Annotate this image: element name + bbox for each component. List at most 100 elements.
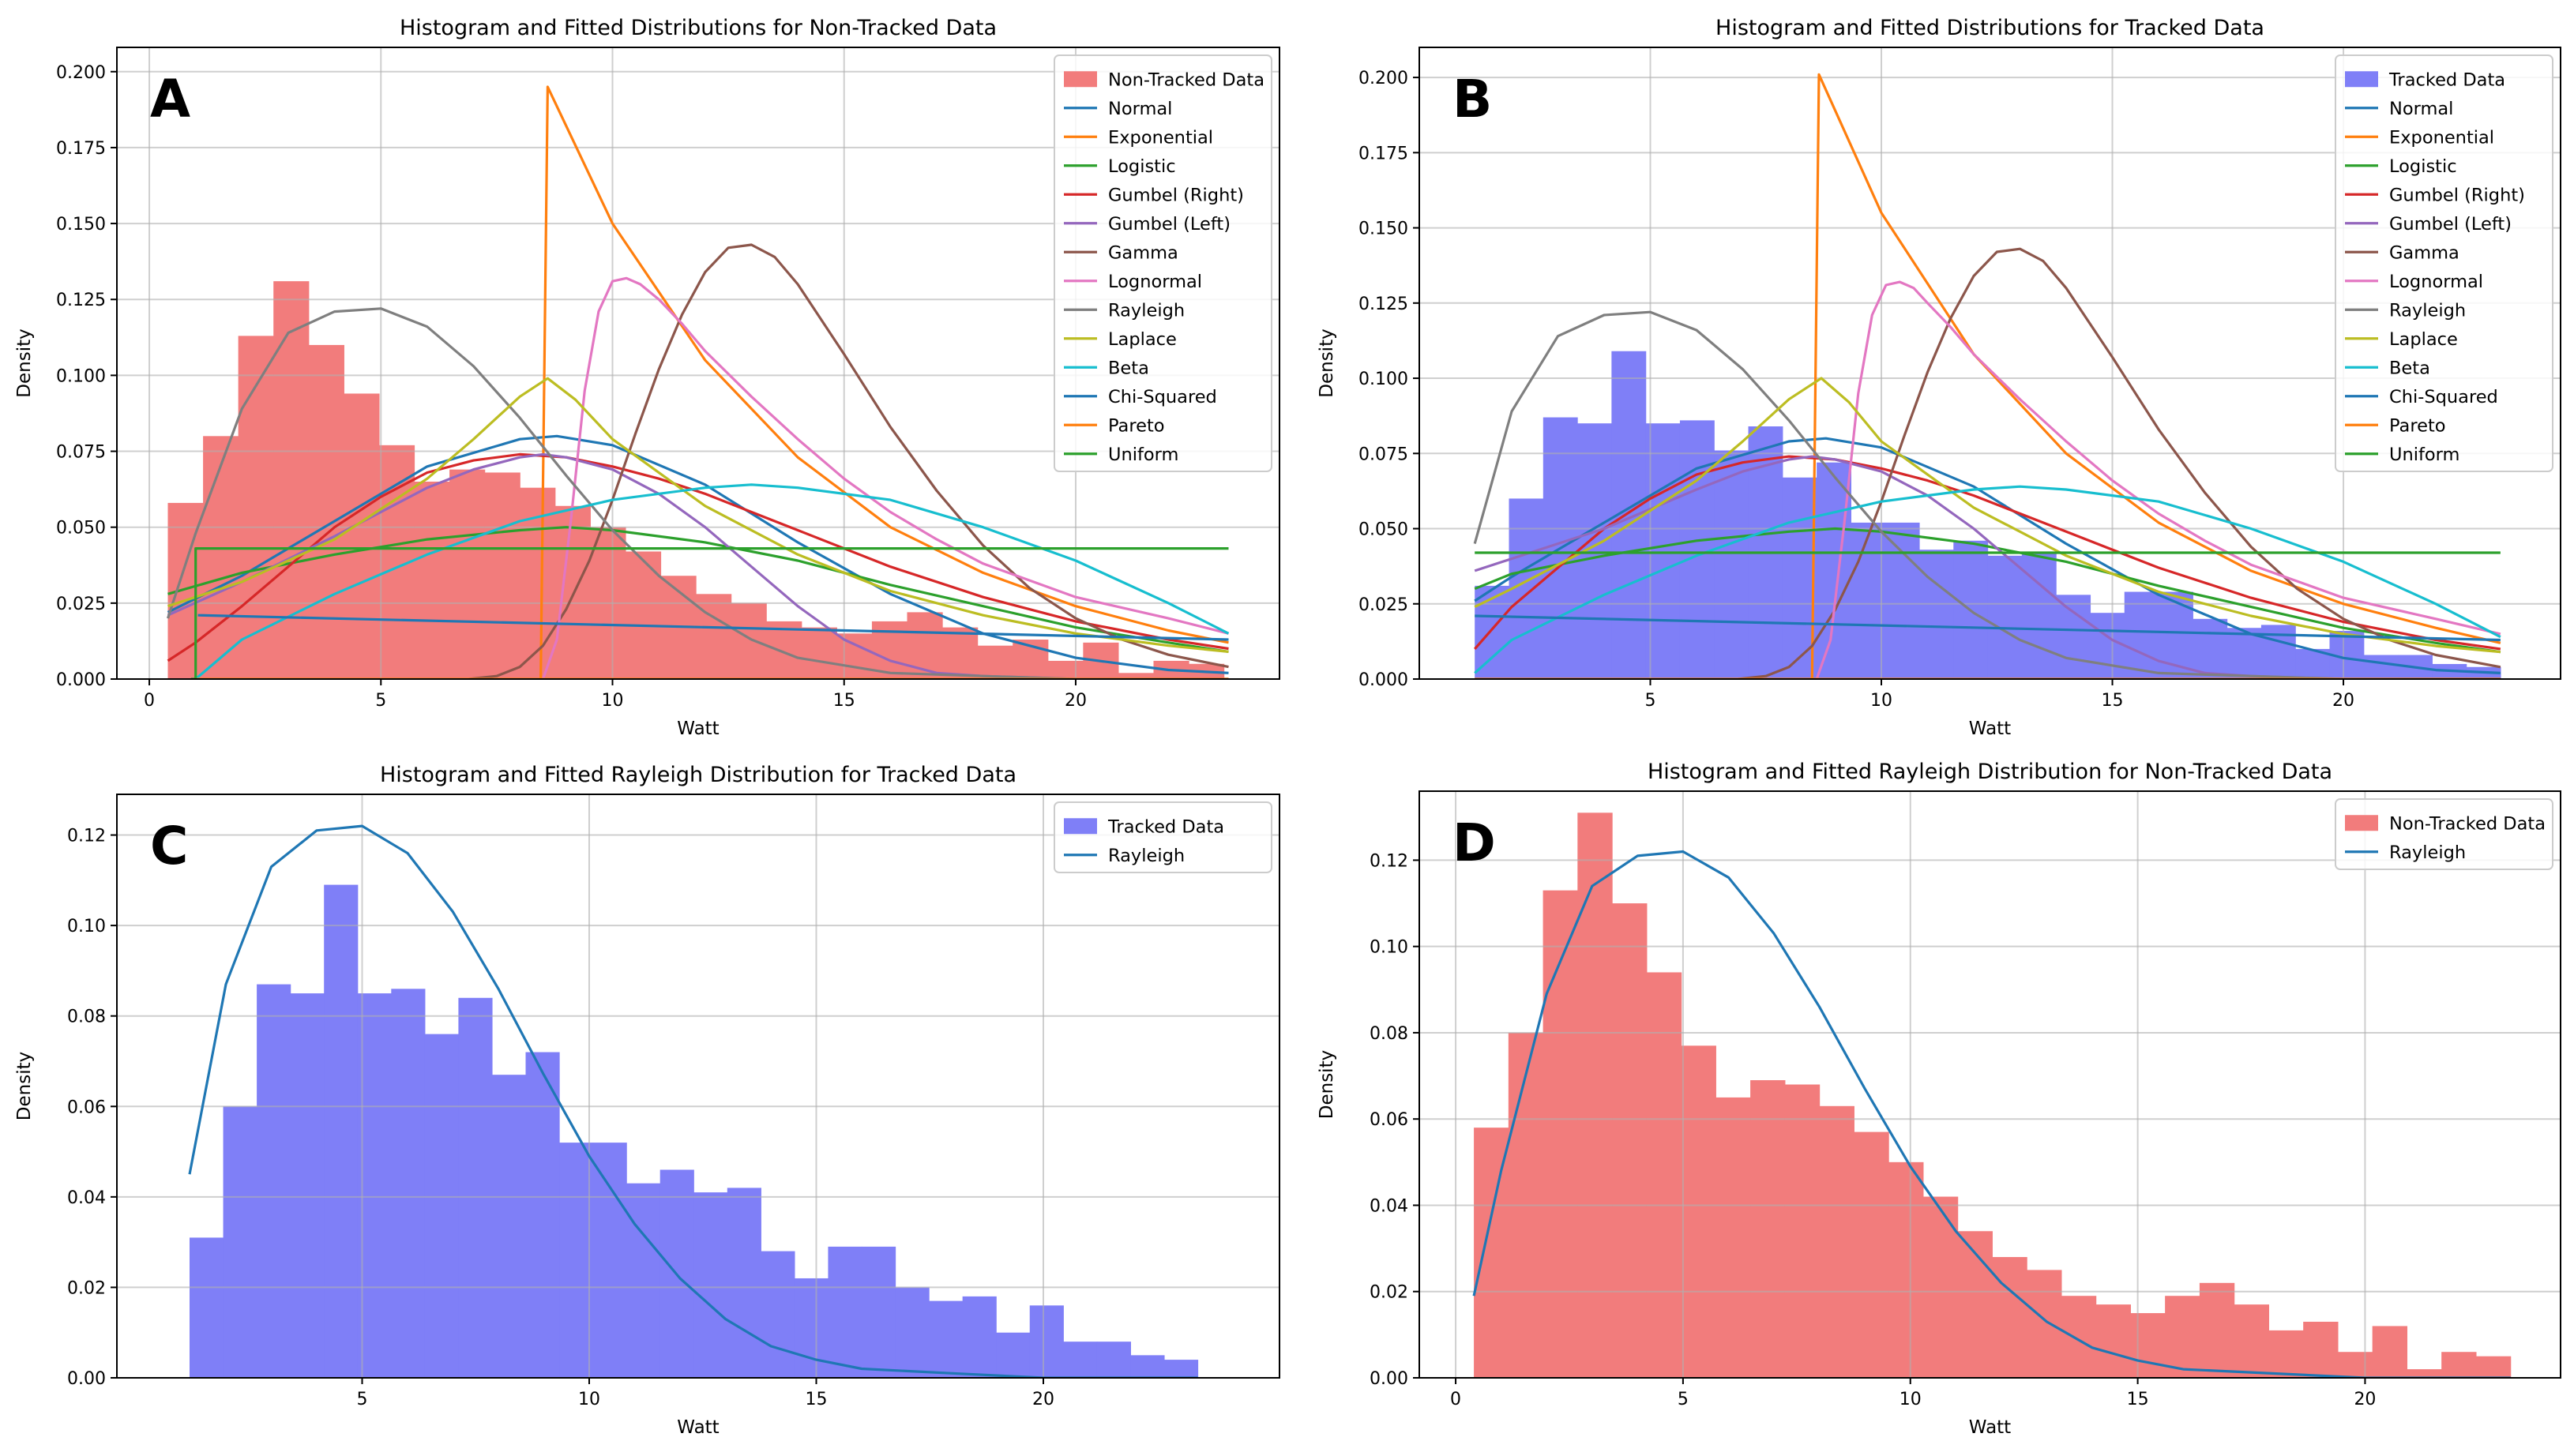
histogram-bar [996, 1332, 1031, 1378]
legend-entry-label: Gamma [2389, 242, 2459, 263]
x-tick-label: 5 [1645, 691, 1656, 711]
legend-entry-label: Non-Tracked Data [2389, 813, 2546, 834]
histogram-bar [2130, 1313, 2166, 1378]
legend-swatch [2345, 71, 2378, 88]
chart-panel-b: 5 10 15 20 0.000 0.025 0.050 0.075 0.100 0.125 0.1… [1317, 16, 2561, 739]
histogram-bar [862, 1246, 896, 1378]
legend-entry-label: Exponential [2389, 127, 2494, 148]
x-tick-label: 20 [1032, 1390, 1054, 1409]
histogram-bar [190, 1237, 224, 1378]
curve-beta [194, 483, 1230, 679]
legend-entry-label: Rayleigh [2389, 300, 2466, 321]
histogram-bar [801, 627, 837, 679]
histogram-bar [693, 1192, 728, 1378]
chart-title: Histogram and Fitted Rayleigh Distributi… [1648, 760, 2332, 784]
legend-box [2335, 54, 2553, 472]
histogram-bar [1543, 890, 1578, 1378]
histogram-bar [1681, 1045, 1716, 1378]
histogram-bar [1888, 1161, 1924, 1378]
y-tick-label: 0.06 [1370, 1110, 1408, 1130]
curve-rayleigh [1473, 310, 2501, 679]
legend-entry-label: Chi-Squared [2389, 387, 2498, 407]
x-tick-label: 15 [2102, 691, 2124, 711]
histogram-bar [559, 1143, 594, 1378]
legend-entry-label: Beta [2389, 358, 2430, 378]
histogram-bar [2199, 1282, 2235, 1378]
histogram-bar [1612, 903, 1648, 1378]
y-tick-label: 0.12 [1370, 851, 1408, 871]
x-tick-label: 20 [1065, 691, 1087, 711]
x-tick-label: 10 [578, 1390, 600, 1409]
legend-entry-label: Non-Tracked Data [1108, 69, 1264, 90]
histogram-bar [1884, 522, 1920, 679]
legend-entry-label: Uniform [2389, 445, 2459, 465]
histogram-bars [167, 281, 1225, 679]
y-tick-label: 0.10 [67, 917, 106, 936]
x-tick-label: 0 [144, 691, 155, 711]
x-tick-label: 5 [1678, 1390, 1689, 1409]
legend-entry-label: Laplace [1108, 329, 1177, 350]
legend-entry-label: Gumbel (Right) [2389, 185, 2525, 205]
legend-box [1054, 54, 1272, 472]
histogram-bar [1851, 522, 1886, 679]
curve-chi-squared [197, 614, 1229, 641]
y-tick-label: 0.08 [67, 1008, 106, 1027]
x-tick-label: 20 [2354, 1390, 2376, 1409]
histogram-bar [1096, 1342, 1131, 1378]
y-tick-label: 0.00 [1370, 1369, 1408, 1389]
curve-normal [1474, 437, 2501, 674]
histogram-bar [1750, 1080, 1786, 1378]
legend-entry-label: Rayleigh [1108, 846, 1185, 866]
histogram-bar [2441, 1352, 2477, 1378]
histogram-bar [203, 436, 239, 679]
histogram-bar [273, 281, 310, 679]
y-tick-label: 0.08 [1370, 1024, 1408, 1044]
panel-label: C [150, 816, 188, 876]
legend-entry-label: Uniform [1108, 445, 1178, 465]
legend-entry-label: Tracked Data [2388, 69, 2505, 90]
histogram-bar [525, 1052, 560, 1378]
legend-entry-label: Normal [1108, 99, 1172, 119]
histogram-bar [2090, 613, 2125, 679]
x-tick-label: 20 [2332, 691, 2354, 711]
histogram-bar [1646, 972, 1682, 1378]
x-axis-label: Watt [677, 719, 719, 739]
histogram-bar [308, 344, 344, 679]
legend-entry-label: Lognormal [1108, 272, 1202, 292]
y-tick-label: 0.075 [56, 443, 106, 463]
x-tick-label: 10 [1870, 691, 1892, 711]
x-tick-label: 15 [833, 691, 855, 711]
histogram-bar [592, 1143, 627, 1378]
y-tick-label: 0.000 [56, 670, 106, 690]
curve-logistic [167, 526, 1229, 653]
histogram-bar [2260, 625, 2296, 679]
y-axis-label: Density [1317, 1050, 1337, 1119]
x-tick-label: 10 [1899, 1390, 1922, 1409]
axes-frame [1419, 790, 2561, 1379]
histogram-bar [1854, 1131, 1889, 1378]
histogram-bar [1577, 812, 1613, 1378]
histogram-bar [414, 482, 450, 679]
legend-entry-label: Chi-Squared [1108, 387, 1217, 407]
x-tick-label: 15 [806, 1390, 828, 1409]
y-tick-label: 0.04 [67, 1188, 106, 1208]
panel-label: A [150, 69, 190, 129]
curve-beta [1474, 485, 2501, 674]
fitted-curves [188, 824, 1198, 1378]
legend-entry-label: Laplace [2389, 329, 2458, 350]
histogram-bar [1819, 1105, 1854, 1378]
x-tick-label: 10 [602, 691, 624, 711]
x-axis-label: Watt [1969, 1417, 2011, 1438]
histogram-bar [2303, 1321, 2339, 1378]
curve-exponential [1810, 73, 2501, 679]
y-tick-label: 0.175 [56, 139, 106, 159]
curve-gamma [468, 243, 1229, 679]
y-tick-label: 0.12 [67, 827, 106, 846]
curve-laplace [167, 377, 1229, 653]
x-tick-label: 5 [375, 691, 386, 711]
legend-entry-label: Normal [2389, 99, 2453, 119]
chart-panel-d: 0 5 10 15 20 0.00 0.02 0.04 0.06 0.08 0.10 0.12 Hist… [1317, 760, 2561, 1438]
histogram-bar [929, 1300, 964, 1378]
grid [1419, 791, 2561, 1379]
